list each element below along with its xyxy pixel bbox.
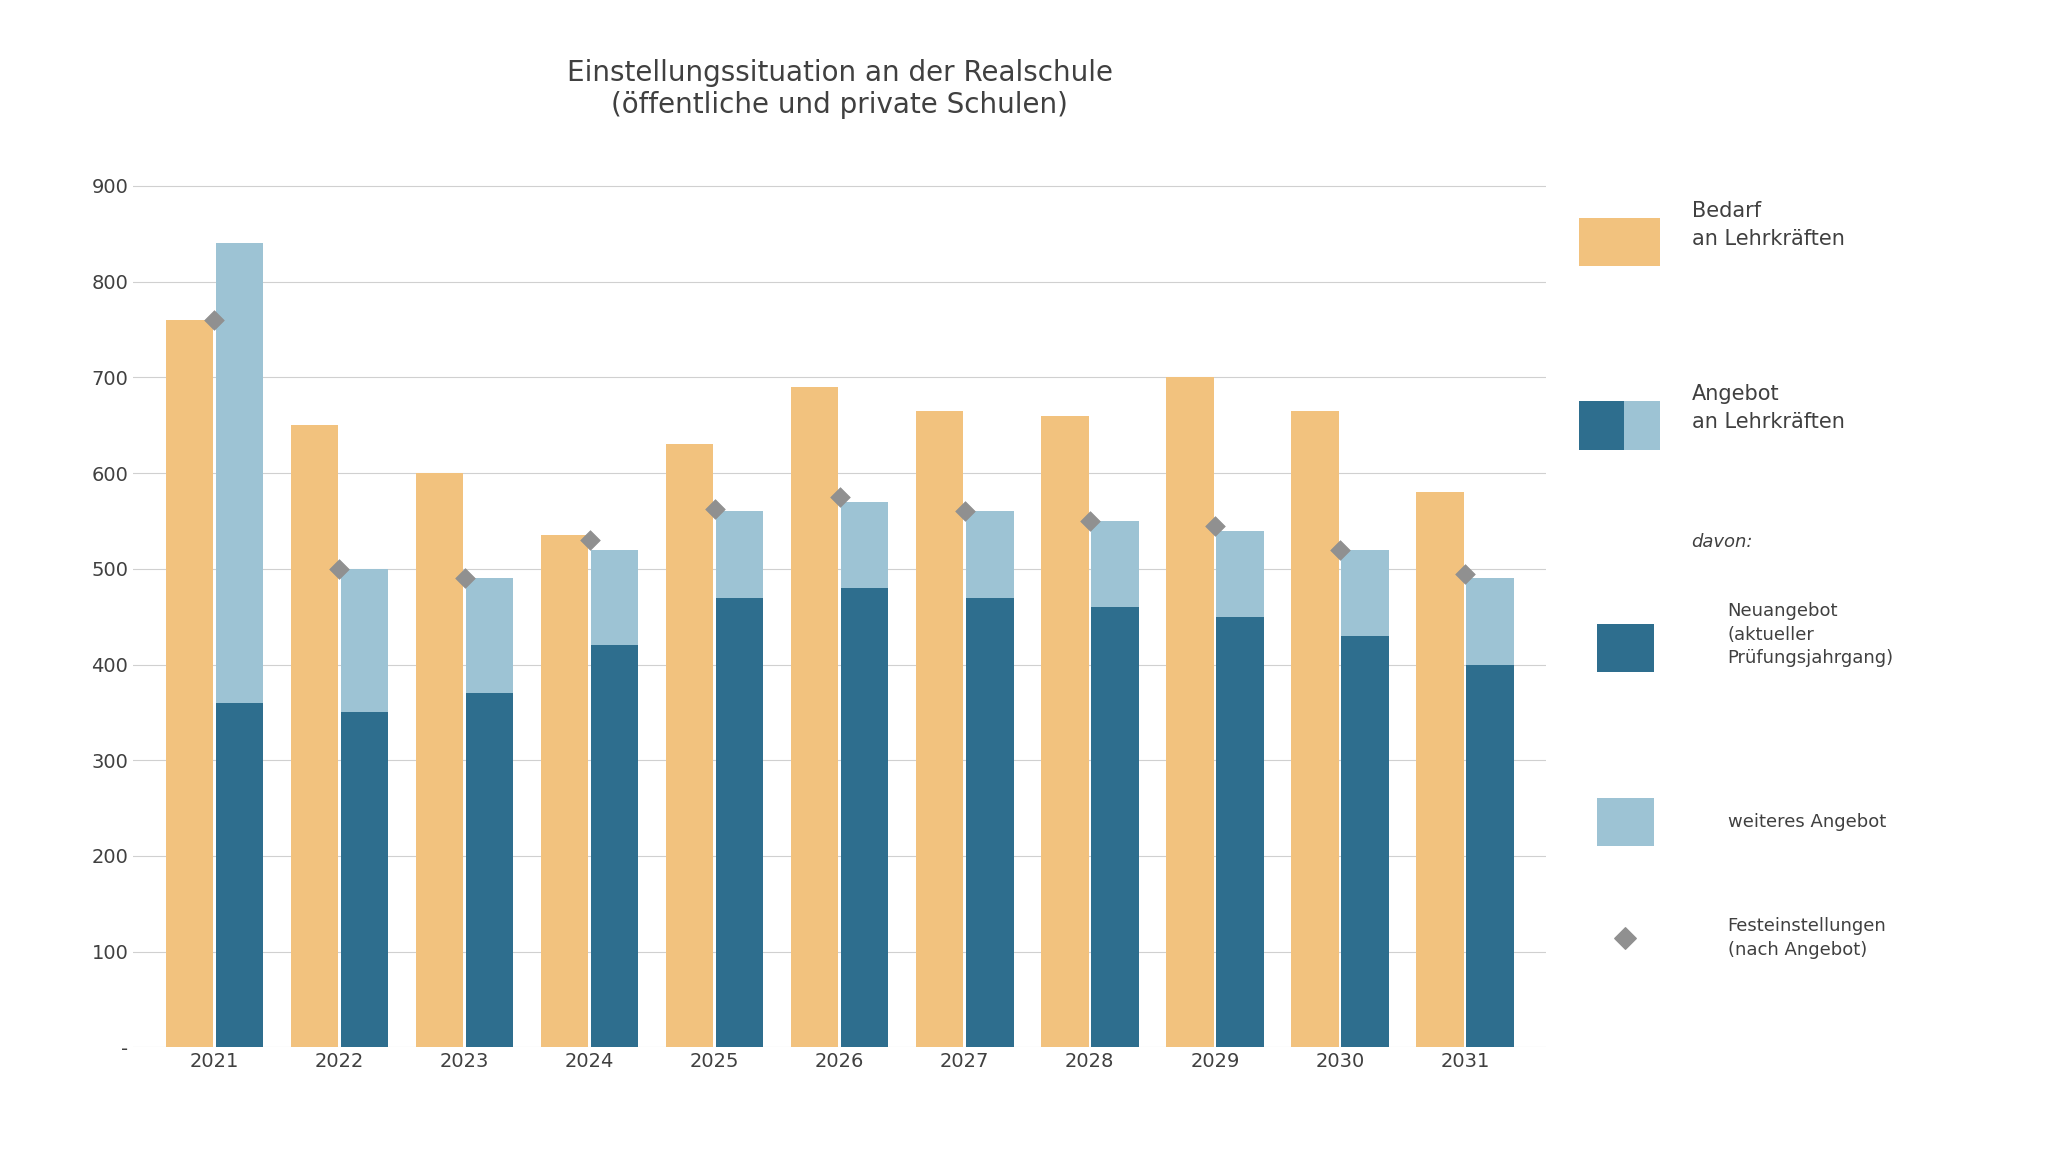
- Bar: [340, 712, 389, 1047]
- Bar: [1597, 624, 1655, 672]
- Bar: [842, 588, 889, 1047]
- Bar: [541, 535, 588, 1047]
- Point: [573, 531, 606, 549]
- Point: [948, 502, 981, 520]
- Bar: [465, 693, 514, 1047]
- Bar: [215, 703, 264, 1047]
- Bar: [1466, 664, 1513, 1047]
- Bar: [1092, 607, 1139, 1047]
- Bar: [1597, 798, 1655, 846]
- Text: Festeinstellungen
(nach Angebot): Festeinstellungen (nach Angebot): [1729, 917, 1886, 959]
- Bar: [590, 646, 639, 1047]
- Bar: [967, 511, 1014, 597]
- Point: [199, 311, 231, 329]
- Bar: [717, 511, 764, 597]
- Bar: [465, 579, 514, 693]
- Bar: [1165, 378, 1214, 1047]
- Point: [1073, 512, 1106, 531]
- Text: Neuangebot
(aktueller
Prüfungsjahrgang): Neuangebot (aktueller Prüfungsjahrgang): [1729, 602, 1894, 668]
- Bar: [1341, 550, 1389, 635]
- Bar: [1092, 521, 1139, 607]
- Bar: [1217, 617, 1264, 1047]
- Point: [1198, 517, 1231, 535]
- Bar: [842, 502, 889, 588]
- Bar: [1579, 218, 1661, 266]
- Bar: [967, 597, 1014, 1047]
- Text: Angebot
an Lehrkräften: Angebot an Lehrkräften: [1692, 384, 1845, 433]
- Point: [823, 488, 856, 506]
- Bar: [791, 387, 838, 1047]
- Point: [324, 559, 356, 578]
- Bar: [666, 444, 713, 1047]
- Bar: [215, 243, 264, 703]
- Point: [1323, 541, 1356, 559]
- Bar: [1579, 402, 1624, 450]
- Bar: [340, 569, 389, 712]
- Text: Bedarf
an Lehrkräften: Bedarf an Lehrkräften: [1692, 200, 1845, 249]
- Point: [1448, 564, 1481, 582]
- Bar: [1217, 531, 1264, 617]
- Title: Einstellungssituation an der Realschule
(öffentliche und private Schulen): Einstellungssituation an der Realschule …: [567, 59, 1112, 119]
- Bar: [1341, 635, 1389, 1047]
- Text: davon:: davon:: [1692, 533, 1753, 550]
- Bar: [1290, 411, 1339, 1047]
- Bar: [1040, 416, 1090, 1047]
- Bar: [915, 411, 963, 1047]
- Point: [698, 500, 731, 518]
- Bar: [291, 425, 338, 1047]
- Bar: [166, 320, 213, 1047]
- Bar: [416, 473, 463, 1047]
- Bar: [1415, 493, 1464, 1047]
- Bar: [590, 550, 639, 646]
- Bar: [1624, 402, 1661, 450]
- Text: weiteres Angebot: weiteres Angebot: [1729, 813, 1886, 831]
- Bar: [717, 597, 764, 1047]
- Bar: [1466, 579, 1513, 664]
- Point: [449, 570, 481, 588]
